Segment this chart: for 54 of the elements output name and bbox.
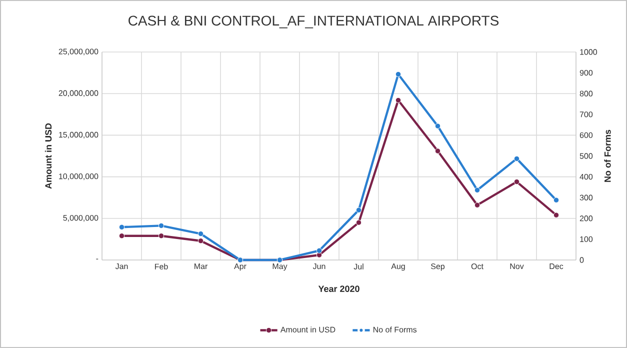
y2-tick-label: 700: [580, 112, 593, 118]
y2-tick-label: 400: [580, 174, 593, 180]
y2-tick-label: 0: [580, 257, 584, 263]
legend-label: Amount in USD: [280, 326, 336, 332]
y2-tick-label: 800: [580, 90, 593, 96]
x-tick-label: Jan: [115, 264, 128, 270]
point: [434, 123, 441, 129]
point: [198, 238, 204, 244]
y-tick-label: 25,000,000: [58, 48, 98, 56]
y2-tick-label: 100: [580, 236, 593, 242]
point: [474, 202, 480, 208]
y2-tick-label: 200: [580, 216, 593, 222]
point: [118, 233, 125, 239]
point: [474, 187, 480, 193]
y-tick-label: 20,000,000: [58, 90, 98, 97]
legend-label: No of Forms: [373, 326, 417, 332]
chart-title: CASH & BNI CONTROL_AF_INTERNATIONAL AIRPORTS: [128, 16, 499, 28]
point: [395, 71, 402, 78]
y-axis-title: Amount in USD: [44, 123, 52, 189]
y-tick-label: 10,000,000: [59, 173, 98, 180]
point: [514, 178, 520, 185]
point: [356, 220, 362, 226]
y2-axis-title: No of Forms: [604, 130, 611, 182]
point: [553, 212, 560, 218]
point: [356, 207, 362, 213]
y-tick-label: 15,000,000: [59, 132, 98, 138]
point: [553, 197, 560, 203]
y-tick-label: -: [96, 258, 98, 260]
x-tick-label: Feb: [155, 264, 168, 270]
x-tick-label: Nov: [510, 264, 524, 270]
point: [158, 222, 164, 229]
point: [158, 233, 164, 239]
point: [395, 97, 402, 104]
y-tick-label: 5,000,000: [63, 215, 98, 222]
x-tick-label: Aug: [391, 264, 405, 271]
point: [316, 248, 322, 254]
point: [514, 156, 520, 162]
point: [198, 230, 204, 237]
x-tick-label: May: [272, 264, 288, 271]
point: [434, 148, 441, 154]
y2-tick-label: 1000: [580, 49, 598, 55]
x-tick-label: Apr: [234, 264, 246, 271]
x-tick-label: Sep: [430, 264, 445, 271]
point: [118, 224, 125, 230]
y2-tick-label: 300: [580, 194, 593, 200]
x-axis-title: Year 2020: [318, 286, 360, 292]
x-tick-label: Mar: [194, 264, 208, 270]
x-tick-label: Dec: [550, 264, 564, 270]
x-tick-label: Jun: [312, 264, 326, 270]
x-tick-label: Jul: [354, 264, 364, 270]
x-tick-label: Oct: [471, 264, 484, 270]
y2-tick-label: 600: [580, 132, 593, 138]
y2-tick-label: 500: [580, 153, 593, 159]
y2-tick-label: 900: [580, 70, 593, 76]
